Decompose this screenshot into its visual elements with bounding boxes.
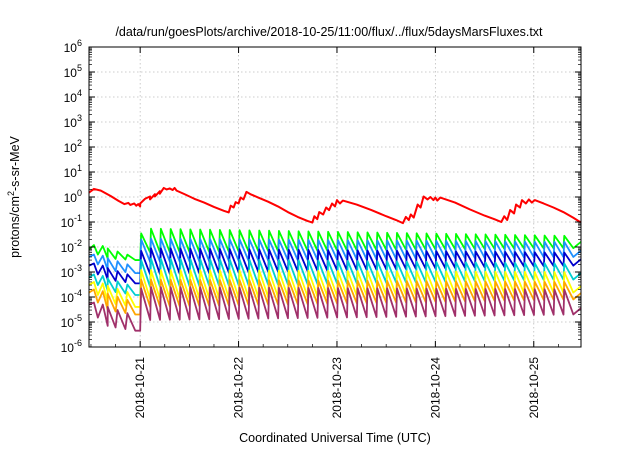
y-tick-label-exponent: -4 (74, 288, 82, 298)
y-tick-label-base: 10 (64, 66, 78, 80)
x-axis-label: Coordinated Universal Time (UTC) (239, 431, 431, 445)
grid-lines (89, 47, 581, 347)
y-tick-label: 10-5 (61, 313, 82, 330)
series-lines (89, 186, 581, 332)
y-tick-label-exponent: -1 (74, 213, 82, 223)
y-tick-label-base: 10 (64, 191, 78, 205)
y-tick-label-base: 10 (61, 341, 75, 355)
y-tick-label-base: 10 (64, 116, 78, 130)
y-axis-label-sup: 2 (6, 191, 16, 196)
y-tick-label: 103 (64, 113, 82, 130)
plot-frame (88, 46, 582, 348)
y-tick-label-exponent: 0 (77, 188, 82, 198)
x-tick-label: 2018-10-24 (428, 357, 442, 419)
y-tick-label-base: 10 (61, 241, 75, 255)
y-axis-ticks: 10-610-510-410-310-210-11001011021031041… (61, 38, 581, 355)
y-tick-label-exponent: 1 (77, 163, 82, 173)
y-tick-label-exponent: -5 (74, 313, 82, 323)
x-tick-label: 2018-10-25 (527, 357, 541, 419)
y-tick-label: 102 (64, 138, 82, 155)
x-tick-label: 2018-10-22 (232, 357, 246, 419)
y-tick-label-base: 10 (61, 316, 75, 330)
y-tick-label-base: 10 (64, 91, 78, 105)
y-tick-label-exponent: 6 (77, 38, 82, 48)
y-tick-label: 10-2 (61, 238, 82, 255)
y-tick-label: 10-4 (61, 288, 82, 305)
series-line-1 (89, 186, 581, 225)
y-tick-label-base: 10 (61, 291, 75, 305)
series-line-6 (89, 269, 581, 308)
y-tick-label-base: 10 (64, 166, 78, 180)
y-axis-label-suffix: -s-sr-MeV (8, 135, 22, 191)
y-tick-label-exponent: -2 (74, 238, 82, 248)
x-axis-ticks: 2018-10-21 2018-10-22 2018-10-23 2018-10-24… (90, 47, 559, 419)
y-tick-label-base: 10 (64, 141, 78, 155)
y-tick-label-exponent: 4 (77, 88, 82, 98)
x-tick-label: 2018-10-23 (330, 357, 344, 419)
y-tick-label: 100 (64, 188, 82, 205)
y-tick-label-exponent: -3 (74, 263, 82, 273)
y-tick-label-exponent: 2 (77, 138, 82, 148)
y-tick-label: 104 (64, 88, 82, 105)
y-tick-label-base: 10 (64, 41, 78, 55)
chart-title: /data/run/goesPlots/archive/2018-10-25/1… (115, 25, 543, 39)
y-tick-label-exponent: 5 (77, 63, 82, 73)
y-tick-label: 10-6 (61, 338, 82, 355)
y-tick-label-exponent: 3 (77, 113, 82, 123)
y-axis-label: protons/cm2-s-sr-MeV (6, 135, 22, 257)
y-tick-label-base: 10 (61, 266, 75, 280)
y-tick-label: 101 (64, 163, 82, 180)
y-tick-label-base: 10 (61, 216, 75, 230)
y-tick-label: 10-1 (61, 213, 82, 230)
y-tick-label-exponent: -6 (74, 338, 82, 348)
y-axis-label-prefix: protons/cm (8, 196, 22, 258)
y-tick-label: 106 (64, 38, 82, 55)
series-line-8 (89, 286, 581, 332)
x-tick-label: 2018-10-21 (133, 357, 147, 419)
y-tick-label: 105 (64, 63, 82, 80)
y-tick-label: 10-3 (61, 263, 82, 280)
